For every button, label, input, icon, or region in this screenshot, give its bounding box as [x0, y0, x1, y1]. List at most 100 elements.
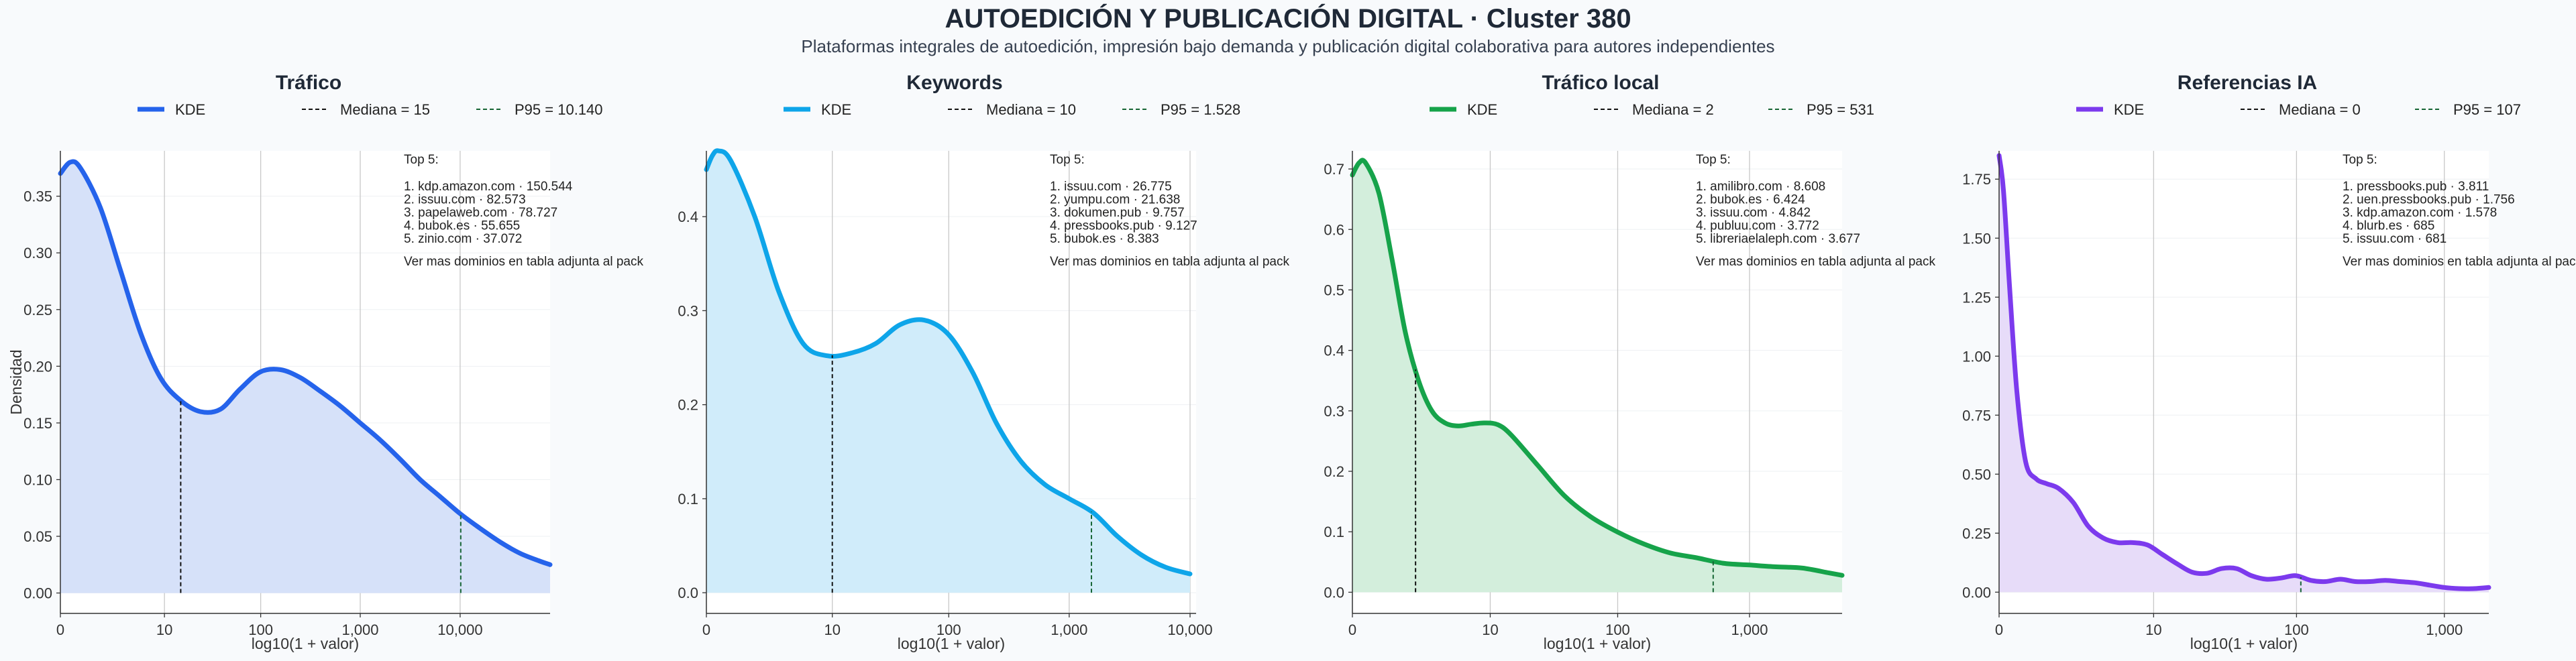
y-tick-label: 0.25	[23, 302, 52, 318]
x-axis-label: log10(1 + valor)	[898, 635, 1005, 652]
legend-kde-label: KDE	[175, 101, 205, 118]
legend-median-label: Mediana = 2	[1632, 101, 1714, 118]
top5-title: Top 5:	[1696, 153, 1731, 167]
top5-item: 3. kdp.amazon.com · 1.578	[2343, 206, 2497, 220]
y-tick-label: 0.4	[1324, 343, 1344, 359]
y-tick-label: 0.7	[1324, 161, 1344, 178]
x-tick-label: 1,000	[341, 621, 378, 638]
y-tick-label: 0.4	[678, 208, 698, 225]
y-tick-label: 1.75	[1962, 171, 1991, 188]
top5-item: 4. publuu.com · 3.772	[1696, 219, 1819, 233]
x-tick-label: 100	[936, 621, 961, 638]
y-tick-label: 0.75	[1962, 407, 1991, 424]
x-tick-label: 100	[2284, 621, 2309, 638]
x-tick-label: 10	[2145, 621, 2161, 638]
kde-fill	[60, 161, 550, 593]
figure-title: AUTOEDICIÓN Y PUBLICACIÓN DIGITAL · Clus…	[945, 4, 1631, 34]
x-tick-label: 10	[1482, 621, 1498, 638]
top5-item: 2. uen.pressbooks.pub · 1.756	[2343, 193, 2515, 207]
top5-note: Ver mas dominios en tabla adjunta al pac…	[404, 255, 643, 269]
top5-title: Top 5:	[404, 153, 439, 167]
y-tick-label: 0.05	[23, 528, 52, 545]
chart-panel: 0.00 0.25 0.50 0.75 1.00 1.25 1.50 1.75 0 10 100 1,…	[1962, 72, 2576, 652]
kde-fill	[1999, 156, 2489, 593]
y-tick-label: 0.25	[1962, 525, 1991, 542]
y-tick-label: 0.3	[1324, 403, 1344, 420]
top5-title: Top 5:	[2343, 153, 2377, 167]
x-tick-label: 10,000	[437, 621, 482, 638]
top5-item: 5. zinio.com · 37.072	[404, 232, 522, 246]
legend: KDE Mediana = 10 P95 = 1.528	[784, 101, 1240, 118]
y-tick-label: 0.00	[23, 585, 52, 602]
x-axis-label: log10(1 + valor)	[252, 635, 359, 652]
top5-item: 1. issuu.com · 26.775	[1050, 180, 1172, 194]
top5-item: 3. issuu.com · 4.842	[1696, 206, 1811, 220]
x-tick-label: 0	[702, 621, 710, 638]
y-tick-label: 0.1	[1324, 524, 1344, 540]
x-tick-label: 100	[248, 621, 273, 638]
kde-line	[1350, 158, 1845, 578]
y-tick-label: 0.20	[23, 358, 52, 375]
top5-item: 2. yumpu.com · 21.638	[1050, 193, 1180, 207]
top5-note: Ver mas dominios en tabla adjunta al pac…	[1050, 255, 1289, 269]
x-tick-label: 1,000	[1051, 621, 1087, 638]
panel-title: Keywords	[906, 72, 1002, 94]
figure-subtitle: Plataformas integrales de autoedición, i…	[801, 36, 1775, 56]
y-tick-label: 1.00	[1962, 348, 1991, 365]
y-tick-label: 0.00	[1962, 584, 1991, 601]
y-tick-label: 0.6	[1324, 221, 1344, 238]
top5-note: Ver mas dominios en tabla adjunta al pac…	[1696, 255, 1935, 269]
legend: KDE Mediana = 2 P95 = 531	[1430, 101, 1874, 118]
legend-p95-label: P95 = 107	[2453, 101, 2521, 118]
top5-note: Ver mas dominios en tabla adjunta al pac…	[2343, 255, 2576, 269]
x-tick-label: 1,000	[1731, 621, 1768, 638]
y-tick-label: 0.5	[1324, 282, 1344, 298]
legend-p95-label: P95 = 10.140	[515, 101, 603, 118]
top5-item: 2. bubok.es · 6.424	[1696, 193, 1805, 207]
x-tick-label: 100	[1605, 621, 1630, 638]
kde-line	[704, 148, 1193, 577]
y-tick-label: 1.50	[1962, 230, 1991, 247]
top5-item: 1. pressbooks.pub · 3.811	[2343, 180, 2489, 194]
y-tick-label: 0.0	[1324, 584, 1344, 601]
x-tick-label: 10,000	[1167, 621, 1212, 638]
legend-median-label: Mediana = 15	[340, 101, 430, 118]
top5-title: Top 5:	[1050, 153, 1085, 167]
x-tick-label: 1,000	[2426, 621, 2463, 638]
top5-item: 4. blurb.es · 685	[2343, 219, 2434, 233]
top5-item: 1. kdp.amazon.com · 150.544	[404, 180, 573, 194]
legend-kde-label: KDE	[1467, 101, 1497, 118]
chart-panel: 0.0 0.1 0.2 0.3 0.4 0.5 0.6 0.7 0 10 100 1,000 log10…	[1324, 72, 1935, 652]
panel-title: Tráfico	[276, 72, 341, 94]
top5-item: 3. papelaweb.com · 78.727	[404, 206, 557, 220]
top5-item: 1. amilibro.com · 8.608	[1696, 180, 1825, 194]
x-tick-label: 10	[156, 621, 172, 638]
y-tick-label: 0.35	[23, 188, 52, 205]
x-axis-label: log10(1 + valor)	[2190, 635, 2298, 652]
y-tick-label: 0.50	[1962, 466, 1991, 483]
y-axis-label: Densidad	[7, 349, 25, 414]
x-tick-label: 10	[824, 621, 840, 638]
top5-item: 5. libreriaelaleph.com · 3.677	[1696, 232, 1860, 246]
top5-item: 2. issuu.com · 82.573	[404, 193, 526, 207]
panel-title: Tráfico local	[1542, 72, 1659, 94]
x-axis-label: log10(1 + valor)	[1544, 635, 1651, 652]
kde-fill	[706, 150, 1190, 593]
legend-kde-label: KDE	[2114, 101, 2144, 118]
legend-p95-label: P95 = 531	[1807, 101, 1874, 118]
top5-item: 5. bubok.es · 8.383	[1050, 232, 1159, 246]
legend: KDE Mediana = 15 P95 = 10.140	[138, 101, 603, 118]
top5-item: 3. dokumen.pub · 9.757	[1050, 206, 1185, 220]
y-tick-label: 0.2	[678, 397, 698, 414]
top5-item: 4. bubok.es · 55.655	[404, 219, 520, 233]
kde-fill	[1352, 160, 1842, 593]
legend-median-label: Mediana = 0	[2279, 101, 2361, 118]
legend-p95-label: P95 = 1.528	[1161, 101, 1240, 118]
legend: KDE Mediana = 0 P95 = 107	[2076, 101, 2521, 118]
kde-line	[1996, 153, 2491, 591]
y-tick-label: 1.25	[1962, 289, 1991, 306]
top5-item: 4. pressbooks.pub · 9.127	[1050, 219, 1197, 233]
x-tick-label: 0	[56, 621, 64, 638]
